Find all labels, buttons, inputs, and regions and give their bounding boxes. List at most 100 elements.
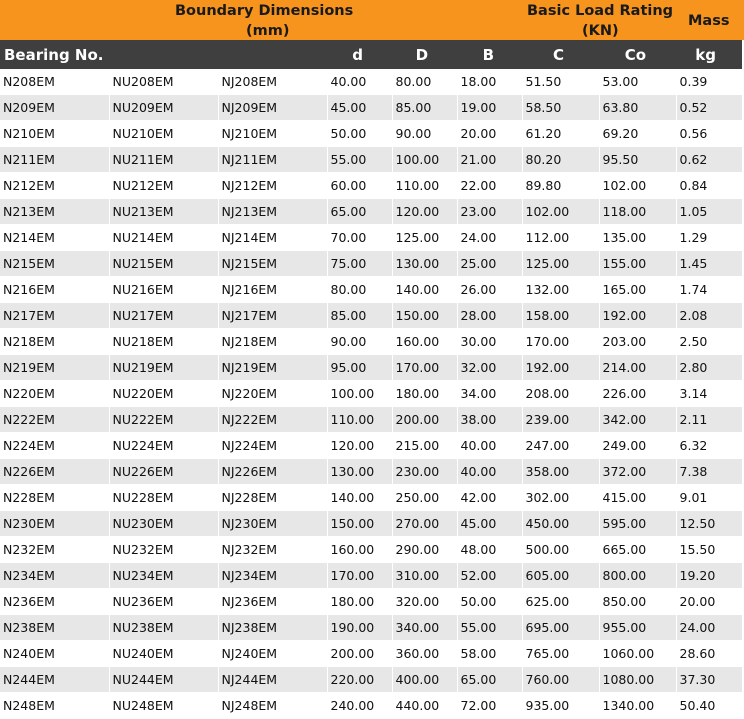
cell-dynamic-C: 450.00 (522, 510, 600, 537)
cell-nu-type: NU216EM (109, 276, 219, 303)
cell-outer-D: 100.00 (392, 146, 458, 173)
cell-bore-d: 75.00 (327, 250, 393, 277)
cell-mass-kg: 0.52 (676, 94, 743, 121)
cell-nu-type: NU248EM (109, 692, 219, 719)
cell-width-B: 19.00 (457, 94, 523, 121)
cell-mass-kg: 7.38 (676, 458, 743, 485)
cell-mass-kg: 1.05 (676, 198, 743, 225)
col-header-Co: Co (599, 40, 677, 69)
cell-outer-D: 90.00 (392, 120, 458, 147)
cell-bore-d: 130.00 (327, 458, 393, 485)
cell-n-type: N218EM (0, 328, 110, 355)
cell-mass-kg: 9.01 (676, 484, 743, 511)
cell-outer-D: 250.00 (392, 484, 458, 511)
cell-width-B: 22.00 (457, 172, 523, 199)
cell-width-B: 72.00 (457, 692, 523, 719)
cell-dynamic-C: 208.00 (522, 380, 600, 407)
cell-mass-kg: 37.30 (676, 666, 743, 693)
cell-width-B: 52.00 (457, 562, 523, 589)
cell-outer-D: 120.00 (392, 198, 458, 225)
table-body: N208EM NU208EM NJ208EM 40.00 80.00 18.00 51.50… (0, 69, 743, 719)
cell-width-B: 21.00 (457, 146, 523, 173)
col-header-kg: kg (676, 40, 743, 69)
cell-nu-type: NU214EM (109, 224, 219, 251)
table-row: N209EM NU209EM NJ209EM 45.00 85.00 19.00 58.50… (0, 94, 743, 121)
cell-n-type: N208EM (0, 69, 110, 95)
cell-dynamic-C: 58.50 (522, 94, 600, 121)
cell-nj-type: NJ219EM (218, 354, 328, 381)
cell-dynamic-C: 625.00 (522, 588, 600, 615)
cell-dynamic-C: 239.00 (522, 406, 600, 433)
cell-bore-d: 70.00 (327, 224, 393, 251)
cell-width-B: 28.00 (457, 302, 523, 329)
col-header-C: C (522, 40, 600, 69)
cell-dynamic-C: 935.00 (522, 692, 600, 719)
cell-static-Co: 192.00 (599, 302, 677, 329)
cell-outer-D: 170.00 (392, 354, 458, 381)
cell-width-B: 32.00 (457, 354, 523, 381)
cell-n-type: N212EM (0, 172, 110, 199)
cell-nj-type: NJ228EM (218, 484, 328, 511)
cell-mass-kg: 20.00 (676, 588, 743, 615)
cell-n-type: N219EM (0, 354, 110, 381)
cell-bore-d: 95.00 (327, 354, 393, 381)
cell-static-Co: 102.00 (599, 172, 677, 199)
cell-bore-d: 100.00 (327, 380, 393, 407)
column-header-row: Bearing No. d D B C Co kg (0, 40, 743, 69)
cell-outer-D: 270.00 (392, 510, 458, 537)
cell-nj-type: NJ212EM (218, 172, 328, 199)
cell-n-type: N236EM (0, 588, 110, 615)
cell-dynamic-C: 132.00 (522, 276, 600, 303)
cell-n-type: N232EM (0, 536, 110, 563)
cell-nj-type: NJ236EM (218, 588, 328, 615)
col-header-B: B (457, 40, 523, 69)
cell-outer-D: 200.00 (392, 406, 458, 433)
cell-nj-type: NJ216EM (218, 276, 328, 303)
cell-nu-type: NU211EM (109, 146, 219, 173)
cell-nu-type: NU210EM (109, 120, 219, 147)
boundary-dimensions-unit: (mm) (246, 23, 290, 39)
cell-n-type: N213EM (0, 198, 110, 225)
cell-nj-type: NJ226EM (218, 458, 328, 485)
cell-nu-type: NU209EM (109, 94, 219, 121)
cell-mass-kg: 1.29 (676, 224, 743, 251)
cell-bore-d: 60.00 (327, 172, 393, 199)
table-row: N217EM NU217EM NJ217EM 85.00 150.00 28.00 158.… (0, 302, 743, 329)
cell-mass-kg: 0.84 (676, 172, 743, 199)
col-header-D: D (392, 40, 458, 69)
table-row: N236EM NU236EM NJ236EM 180.00 320.00 50.00 625… (0, 588, 743, 615)
cell-n-type: N209EM (0, 94, 110, 121)
mass-title: Mass (688, 13, 730, 29)
cell-width-B: 30.00 (457, 328, 523, 355)
cell-nu-type: NU240EM (109, 640, 219, 667)
cell-n-type: N240EM (0, 640, 110, 667)
cell-dynamic-C: 302.00 (522, 484, 600, 511)
cell-outer-D: 215.00 (392, 432, 458, 459)
cell-static-Co: 415.00 (599, 484, 677, 511)
table-row: N211EM NU211EM NJ211EM 55.00 100.00 21.00 80.2… (0, 146, 743, 173)
cell-nu-type: NU208EM (109, 69, 219, 95)
cell-n-type: N211EM (0, 146, 110, 173)
cell-outer-D: 150.00 (392, 302, 458, 329)
cell-nu-type: NU236EM (109, 588, 219, 615)
cell-nu-type: NU220EM (109, 380, 219, 407)
cell-dynamic-C: 695.00 (522, 614, 600, 641)
cell-dynamic-C: 158.00 (522, 302, 600, 329)
table-row: N226EM NU226EM NJ226EM 130.00 230.00 40.00 358… (0, 458, 743, 485)
cell-bore-d: 240.00 (327, 692, 393, 719)
cell-n-type: N244EM (0, 666, 110, 693)
cell-outer-D: 320.00 (392, 588, 458, 615)
cell-outer-D: 140.00 (392, 276, 458, 303)
cell-static-Co: 53.00 (599, 69, 677, 95)
cell-nu-type: NU212EM (109, 172, 219, 199)
cell-width-B: 18.00 (457, 69, 523, 95)
cell-nj-type: NJ232EM (218, 536, 328, 563)
boundary-dimensions-title: Boundary Dimensions (175, 3, 354, 19)
cell-static-Co: 165.00 (599, 276, 677, 303)
cell-n-type: N222EM (0, 406, 110, 433)
cell-n-type: N228EM (0, 484, 110, 511)
col-header-d: d (327, 40, 393, 69)
cell-bore-d: 65.00 (327, 198, 393, 225)
cell-bore-d: 220.00 (327, 666, 393, 693)
